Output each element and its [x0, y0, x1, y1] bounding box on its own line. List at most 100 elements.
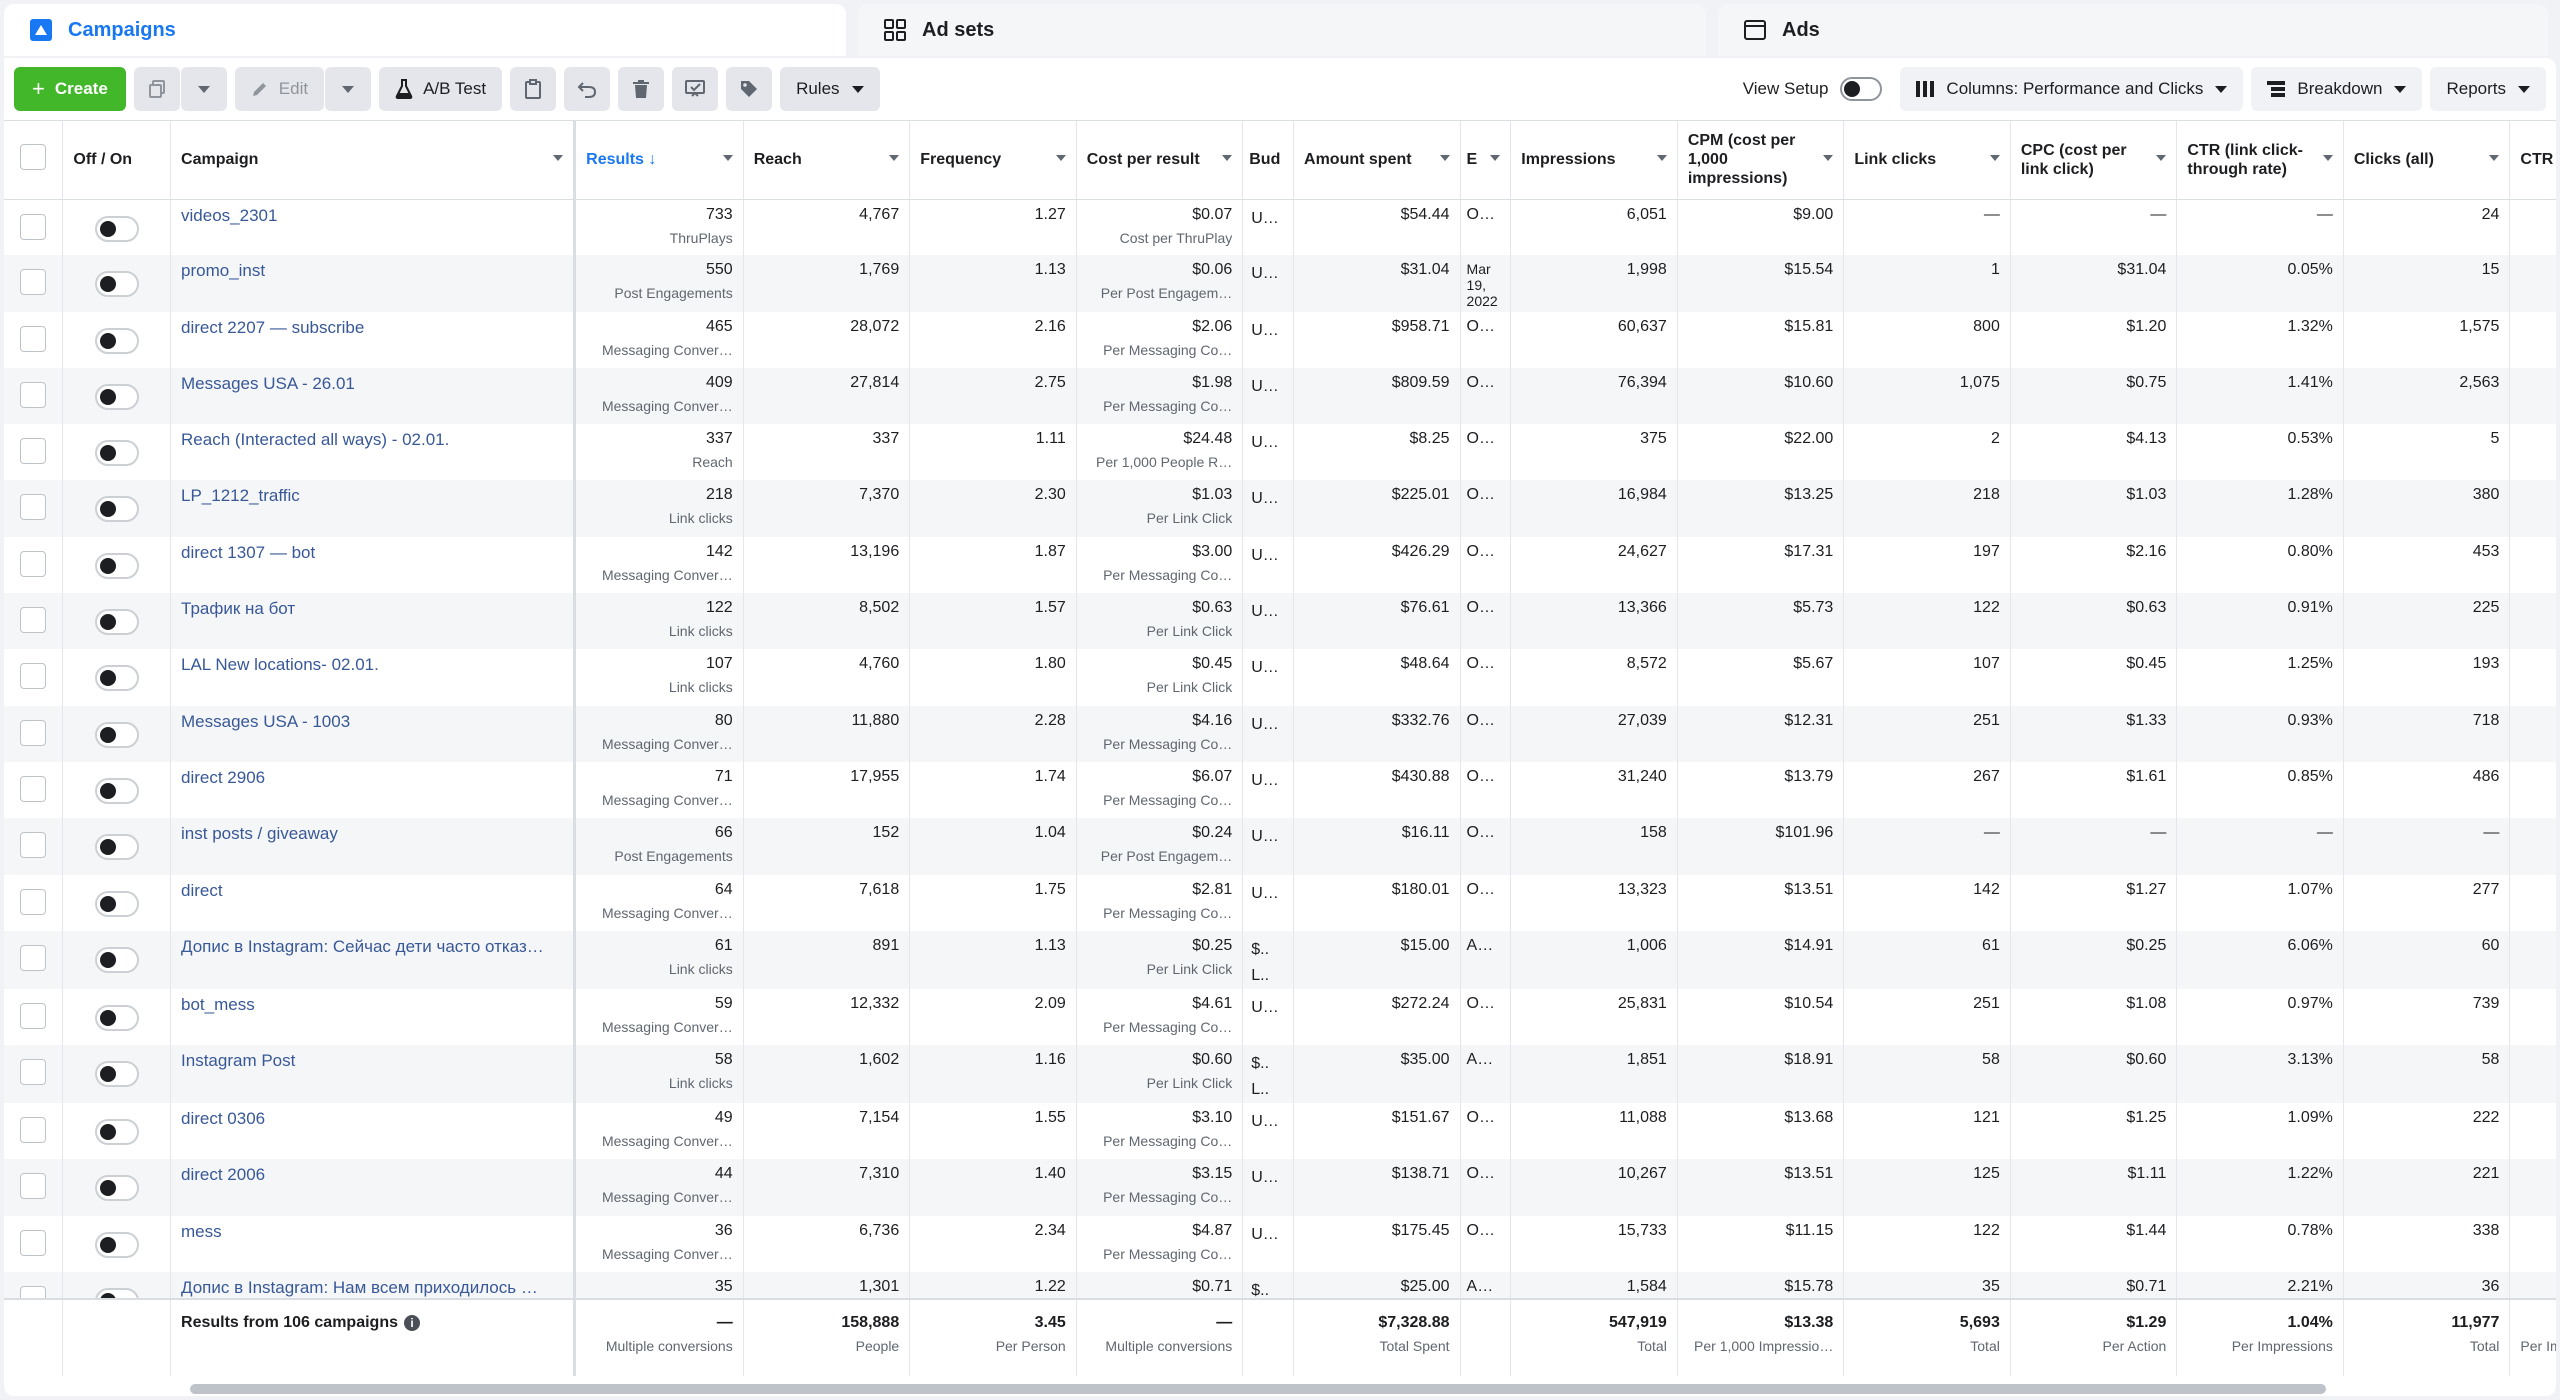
table-row[interactable]: videos_2301 733 ThruPlays 4,767 1.27 $0.07 Cos… [4, 199, 2556, 256]
campaign-name-link[interactable]: bot_mess [181, 994, 255, 1014]
ab-test-button[interactable]: A/B Test [379, 67, 503, 111]
campaign-name-link[interactable]: videos_2301 [181, 205, 278, 225]
tab-ads[interactable]: Ads [1718, 4, 2548, 56]
table-row[interactable]: inst posts / giveaway 66 Post Engagements 1… [4, 818, 2556, 875]
table-row[interactable]: Instagram Post 58 Link clicks 1,602 1.16 $0.6… [4, 1045, 2556, 1104]
row-checkbox[interactable] [20, 775, 47, 802]
campaign-toggle[interactable] [94, 1061, 139, 1088]
undo-button[interactable] [564, 67, 611, 111]
row-checkbox[interactable] [20, 550, 47, 577]
campaign-toggle[interactable] [94, 1231, 139, 1258]
columns-button[interactable]: Columns: Performance and Clicks [1900, 67, 2244, 111]
campaign-name-link[interactable]: direct 2006 [181, 1165, 266, 1185]
campaign-name-link[interactable]: mess [181, 1221, 222, 1241]
table-row[interactable]: Трафик на бот 122 Link clicks 8,502 1.57 $0.6… [4, 593, 2556, 650]
row-checkbox[interactable] [20, 325, 47, 352]
select-all-checkbox[interactable] [20, 144, 47, 171]
campaign-name-link[interactable]: direct 2207 — subscribe [181, 317, 365, 337]
campaign-toggle[interactable] [94, 440, 139, 467]
row-checkbox[interactable] [20, 213, 47, 240]
column-header-ends[interactable]: E [1460, 121, 1512, 200]
campaign-toggle[interactable] [94, 552, 139, 579]
campaign-name-link[interactable]: Instagram Post [181, 1051, 296, 1071]
column-header-impressions[interactable]: Impressions [1510, 121, 1678, 200]
row-checkbox[interactable] [20, 607, 47, 634]
campaign-toggle[interactable] [94, 946, 139, 973]
row-checkbox[interactable] [20, 1117, 47, 1144]
rules-button[interactable]: Rules [780, 67, 880, 111]
duplicate-button[interactable] [133, 67, 180, 111]
table-row[interactable]: direct 2006 44 Messaging Conver… 7,310 1.40 $… [4, 1159, 2556, 1216]
campaign-toggle[interactable] [94, 777, 139, 804]
row-checkbox[interactable] [20, 1173, 47, 1200]
campaign-toggle[interactable] [94, 834, 139, 861]
campaign-name-link[interactable]: Reach (Interacted all ways) - 02.01. [181, 430, 450, 450]
edit-button[interactable]: Edit [234, 67, 325, 111]
table-row[interactable]: Messages USA - 26.01 409 Messaging Conver…… [4, 367, 2556, 425]
table-row[interactable]: direct 0306 49 Messaging Conver… 7,154 1.55 $… [4, 1103, 2556, 1160]
table-row[interactable]: mess 36 Messaging Conver… 6,736 2.34 $4.87 Per… [4, 1215, 2556, 1273]
column-header-cpc[interactable]: CPC (cost per link click) [2010, 121, 2178, 200]
column-header-clicks-all[interactable]: Clicks (all) [2343, 121, 2511, 200]
row-checkbox[interactable] [20, 1229, 47, 1256]
clipboard-button[interactable] [510, 67, 557, 111]
column-header-campaign[interactable]: Campaign [170, 121, 577, 200]
table-row[interactable]: LAL New locations- 02.01. 107 Link clicks 4… [4, 649, 2556, 706]
table-row[interactable]: Messages USA - 1003 80 Messaging Conver… 11… [4, 705, 2556, 762]
edit-dropdown-button[interactable] [325, 67, 372, 111]
row-checkbox[interactable] [20, 832, 47, 859]
campaign-toggle[interactable] [94, 1004, 139, 1031]
row-checkbox[interactable] [20, 438, 47, 465]
campaign-name-link[interactable]: direct 1307 — bot [181, 542, 316, 562]
campaign-name-link[interactable]: promo_inst [181, 261, 266, 281]
campaign-name-link[interactable]: Допис в Instagram: Нам всем приходилось … [181, 1278, 538, 1298]
campaign-toggle[interactable] [94, 721, 139, 748]
campaign-name-link[interactable]: Messages USA - 1003 [181, 711, 351, 731]
column-header-ctr-all[interactable]: CTR (all) [2509, 121, 2556, 200]
campaign-name-link[interactable]: inst posts / giveaway [181, 824, 338, 844]
breakdown-button[interactable]: Breakdown [2251, 67, 2423, 111]
campaign-name-link[interactable]: direct [181, 880, 223, 900]
table-row[interactable]: Допис в Instagram: Сейчас дети часто отк… [4, 930, 2556, 989]
table-row[interactable]: direct 64 Messaging Conver… 7,618 1.75 $2.81 P… [4, 874, 2556, 931]
tab-ad-sets[interactable]: Ad sets [858, 4, 1706, 56]
row-checkbox[interactable] [20, 381, 47, 408]
table-row[interactable]: direct 2207 — subscribe 465 Messaging Conv… [4, 311, 2556, 368]
view-setup-toggle[interactable] [1840, 77, 1883, 101]
campaign-name-link[interactable]: LP_1212_traffic [181, 486, 300, 506]
campaign-toggle[interactable] [94, 1119, 139, 1146]
create-button[interactable]: + Create [14, 67, 126, 111]
campaign-toggle[interactable] [94, 215, 139, 242]
campaign-name-link[interactable]: LAL New locations- 02.01. [181, 655, 379, 675]
duplicate-dropdown-button[interactable] [180, 67, 227, 111]
column-header-amount-spent[interactable]: Amount spent [1293, 121, 1461, 200]
campaign-toggle[interactable] [94, 327, 139, 354]
preview-button[interactable] [672, 67, 719, 111]
row-checkbox[interactable] [20, 719, 47, 746]
horizontal-scrollbar[interactable] [190, 1384, 2326, 1394]
campaign-toggle[interactable] [94, 890, 139, 917]
table-row[interactable]: Reach (Interacted all ways) - 02.01. 337 R… [4, 424, 2556, 481]
row-checkbox[interactable] [20, 1002, 47, 1029]
table-row[interactable]: bot_mess 59 Messaging Conver… 12,332 2.09 $4.… [4, 988, 2556, 1046]
campaign-name-link[interactable]: Messages USA - 26.01 [181, 373, 355, 393]
column-header-cpm[interactable]: CPM (cost per 1,000 impressions) [1677, 121, 1845, 200]
campaign-toggle[interactable] [94, 609, 139, 636]
row-checkbox[interactable] [20, 269, 47, 296]
row-checkbox[interactable] [20, 944, 47, 971]
column-header-reach[interactable]: Reach [743, 121, 911, 200]
campaign-toggle[interactable] [94, 665, 139, 692]
row-checkbox[interactable] [20, 663, 47, 690]
column-header-budget[interactable]: Bud [1242, 121, 1295, 200]
campaign-name-link[interactable]: Трафик на бот [181, 599, 296, 619]
campaign-name-link[interactable]: direct 2906 [181, 767, 266, 787]
campaign-toggle[interactable] [94, 1175, 139, 1202]
campaign-toggle[interactable] [94, 383, 139, 410]
table-row[interactable]: direct 2906 71 Messaging Conver… 17,955 1.74… [4, 761, 2556, 819]
column-header-link-clicks[interactable]: Link clicks [1843, 121, 2011, 200]
table-row[interactable]: promo_inst 550 Post Engagements 1,769 1.13 $0… [4, 255, 2556, 312]
column-header-ctr-link[interactable]: CTR (link click-through rate) [2176, 121, 2344, 200]
column-header-cost-per-result[interactable]: Cost per result [1076, 121, 1244, 200]
column-header-frequency[interactable]: Frequency [909, 121, 1077, 200]
delete-button[interactable] [618, 67, 665, 111]
